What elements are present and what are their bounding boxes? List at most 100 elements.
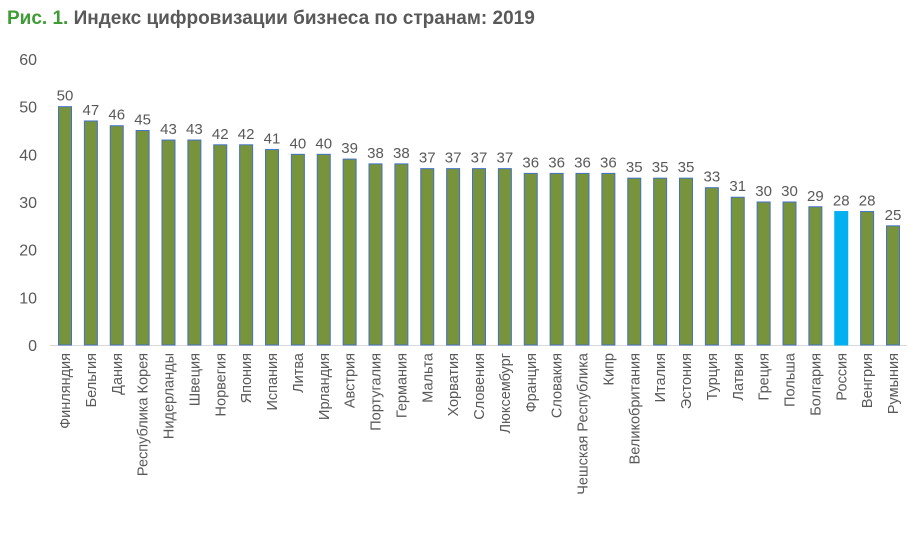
data-label: 40 bbox=[315, 135, 332, 152]
y-tick-label: 40 bbox=[19, 147, 37, 164]
x-tick-label: Италия bbox=[653, 353, 669, 402]
data-label: 37 bbox=[471, 150, 488, 167]
bar bbox=[239, 144, 254, 346]
x-tick-label: Люксембург bbox=[498, 353, 514, 433]
bar bbox=[58, 106, 72, 346]
data-label: 38 bbox=[393, 145, 410, 162]
x-tick-label: Латвия bbox=[731, 353, 747, 401]
bar bbox=[860, 211, 875, 346]
title-text: Индекс цифровизации бизнеса по странам: … bbox=[73, 8, 535, 29]
x-tick-label: Чешская Республика bbox=[576, 352, 592, 495]
x-tick-label: Дания bbox=[110, 353, 126, 395]
x-tick-label: Словения bbox=[472, 353, 488, 420]
x-tick-label: Болгария bbox=[808, 353, 824, 416]
bar bbox=[679, 177, 693, 346]
data-label: 25 bbox=[885, 207, 902, 224]
x-tick-label: Бельгия bbox=[84, 353, 100, 407]
x-tick-label: Норвегия bbox=[213, 353, 229, 416]
bar bbox=[187, 139, 202, 346]
x-tick-label: Япония bbox=[239, 353, 255, 403]
x-tick-label: Великобритания bbox=[627, 353, 643, 464]
x-tick-label: Республика Корея bbox=[136, 353, 152, 476]
y-tick-label: 20 bbox=[19, 243, 37, 260]
bar bbox=[756, 201, 771, 346]
bar bbox=[808, 206, 823, 346]
y-tick-label: 60 bbox=[19, 52, 37, 69]
data-label: 36 bbox=[522, 154, 539, 171]
data-label: 50 bbox=[57, 88, 74, 105]
y-tick-label: 0 bbox=[28, 338, 37, 355]
data-label: 40 bbox=[290, 135, 307, 152]
bar bbox=[420, 168, 435, 346]
bar bbox=[265, 149, 279, 346]
data-label: 30 bbox=[755, 183, 772, 200]
data-label: 30 bbox=[781, 183, 798, 200]
bar bbox=[342, 158, 357, 346]
data-label: 37 bbox=[419, 150, 436, 167]
bar bbox=[730, 196, 745, 346]
bar bbox=[394, 163, 409, 346]
x-tick-label: Швеция bbox=[187, 353, 203, 406]
data-label: 29 bbox=[807, 188, 824, 205]
bar bbox=[497, 168, 512, 346]
bar bbox=[627, 177, 642, 346]
data-label: 35 bbox=[652, 159, 669, 176]
data-label: 36 bbox=[574, 154, 591, 171]
x-tick-label: Литва bbox=[291, 352, 307, 393]
bar bbox=[446, 168, 461, 346]
bar bbox=[523, 172, 538, 346]
bar bbox=[213, 144, 228, 346]
x-tick-label: Ирландия bbox=[317, 353, 333, 420]
bar bbox=[83, 120, 98, 346]
x-tick-label: Германия bbox=[394, 353, 410, 418]
bar bbox=[886, 225, 900, 346]
bar bbox=[834, 211, 849, 346]
x-tick-label: Франция bbox=[524, 353, 540, 412]
data-label: 46 bbox=[108, 107, 125, 124]
data-label: 35 bbox=[678, 159, 695, 176]
figure-number: Рис. 1. bbox=[7, 8, 69, 29]
x-tick-label: Нидерланды bbox=[162, 353, 178, 439]
bar bbox=[549, 172, 564, 346]
x-tick-label: Австрия bbox=[343, 353, 359, 408]
bar bbox=[290, 153, 305, 346]
x-tick-label: Мальта bbox=[420, 352, 436, 403]
bar bbox=[109, 125, 124, 346]
data-label: 28 bbox=[833, 193, 850, 210]
data-label: 39 bbox=[341, 140, 358, 157]
data-label: 36 bbox=[600, 154, 617, 171]
bar bbox=[601, 172, 616, 346]
x-tick-label: Польша bbox=[783, 352, 799, 407]
data-label: 42 bbox=[238, 126, 255, 143]
bar bbox=[161, 139, 176, 346]
bar bbox=[782, 201, 797, 346]
bar bbox=[135, 130, 150, 346]
bar bbox=[653, 177, 668, 346]
bar bbox=[316, 153, 331, 346]
x-tick-label: Румыния bbox=[886, 353, 902, 414]
y-tick-label: 50 bbox=[19, 100, 37, 117]
chart-title: Рис. 1. Индекс цифровизации бизнеса по с… bbox=[7, 8, 535, 30]
data-label: 28 bbox=[859, 193, 876, 210]
data-label: 45 bbox=[134, 112, 151, 129]
data-label: 42 bbox=[212, 126, 229, 143]
x-tick-label: Хорватия bbox=[446, 353, 462, 417]
bar bbox=[368, 163, 383, 346]
x-tick-label: Кипр bbox=[601, 353, 617, 385]
x-tick-label: Турция bbox=[705, 353, 721, 400]
data-label: 33 bbox=[704, 169, 721, 186]
x-tick-label: Венгрия bbox=[860, 353, 876, 408]
x-tick-label: Россия bbox=[834, 353, 850, 401]
x-tick-label: Финляндия bbox=[58, 353, 74, 429]
x-tick-label: Португалия bbox=[369, 353, 385, 431]
data-label: 43 bbox=[186, 121, 203, 138]
y-tick-label: 30 bbox=[19, 195, 37, 212]
bar bbox=[704, 187, 719, 346]
data-label: 47 bbox=[83, 102, 100, 119]
data-label: 38 bbox=[367, 145, 384, 162]
data-label: 35 bbox=[626, 159, 643, 176]
data-label: 36 bbox=[548, 154, 565, 171]
y-tick-label: 10 bbox=[19, 290, 37, 307]
x-tick-label: Испания bbox=[265, 353, 281, 411]
